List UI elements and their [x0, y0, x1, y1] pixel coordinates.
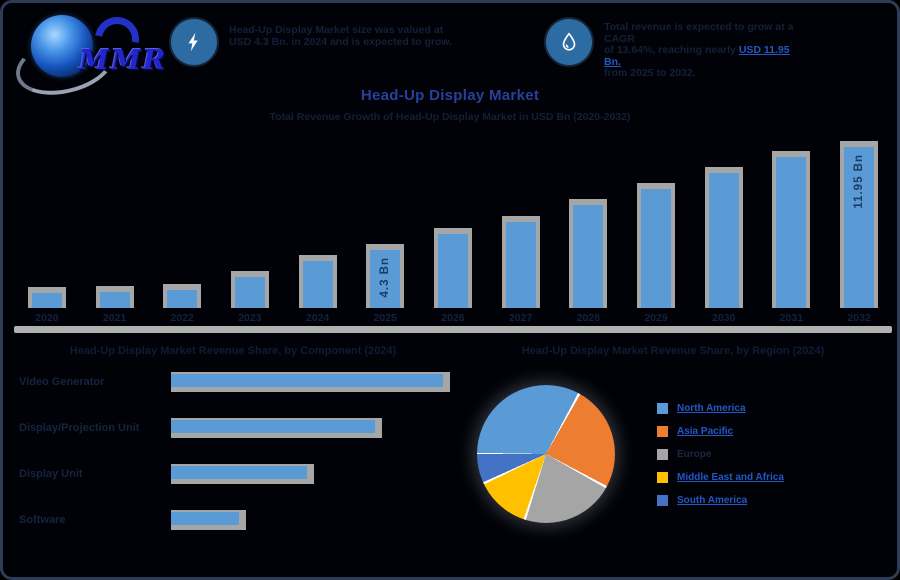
bar-2028 — [573, 205, 604, 308]
stat2-line2: of 13.64%, reaching nearly USD 11.95 Bn. — [604, 44, 790, 68]
legend-item: Europe — [657, 449, 784, 460]
droplet-icon — [546, 19, 592, 65]
bar-column: 2024 — [284, 133, 352, 329]
revenue-target-link[interactable]: USD 11.95 Bn. — [604, 44, 790, 68]
x-axis-line — [14, 326, 892, 333]
bar-value-label: 4.3 Bn — [379, 257, 392, 298]
bar-column: 2023 — [216, 133, 284, 329]
year-label: 2027 — [508, 312, 533, 324]
bar-column: 2020 — [13, 133, 81, 329]
year-label: 2020 — [35, 312, 59, 324]
bar-2032: 11.95 Bn — [844, 147, 875, 308]
globe-icon — [31, 15, 93, 77]
year-label: 2022 — [170, 312, 194, 324]
legend-item: Asia Pacific — [657, 426, 784, 437]
bar-column: 2022 — [148, 133, 216, 329]
stat2-line1: Total revenue is expected to grow at a C… — [604, 21, 794, 45]
bar-2030 — [708, 173, 739, 308]
bar-column: 2026 — [419, 133, 487, 329]
year-label: 2029 — [644, 312, 668, 324]
bar-2020 — [31, 293, 62, 308]
bar-column: 2029 — [622, 133, 690, 329]
stat1-line1: Head-Up Display Market size was valued a… — [229, 24, 444, 36]
bar-column: 2030 — [690, 133, 758, 329]
pie-legend: North America Asia Pacific Europe Middle Ea… — [657, 403, 784, 518]
hbar — [171, 419, 375, 433]
hbar-label: Display/Projection Unit — [19, 421, 140, 434]
legend-swatch — [657, 426, 668, 437]
bar-column: 2027 — [487, 133, 555, 329]
revenue-bar-chart: 2020 2021 2022 2023 2024 4.3 Bn 2025 2026 2027 20… — [13, 133, 893, 329]
region-pie-chart — [477, 385, 615, 523]
year-label: 2025 — [373, 312, 397, 324]
stat-market-size-text: Head-Up Display Market size was valued a… — [229, 19, 452, 48]
bar-2022 — [167, 290, 198, 308]
bar-column: 4.3 Bn 2025 — [351, 133, 419, 329]
bar-column: 2021 — [81, 133, 149, 329]
hbar — [171, 373, 443, 387]
year-label: 2031 — [779, 312, 804, 324]
bar-column: 2031 — [758, 133, 826, 329]
bar-value-label: 11.95 Bn — [853, 154, 866, 209]
stat1-line2: USD 4.3 Bn. in 2024 and is expected to g… — [229, 35, 453, 48]
year-label: 2021 — [102, 312, 127, 324]
bar-2025: 4.3 Bn — [370, 250, 401, 308]
legend-swatch — [657, 472, 668, 483]
hbar — [171, 465, 307, 479]
hbar — [171, 511, 239, 525]
component-panel-title: Head-Up Display Market Revenue Share, by… — [69, 345, 397, 357]
year-label: 2030 — [712, 312, 736, 324]
chart-subtitle: Total Revenue Growth of Head-Up Display … — [269, 111, 631, 123]
lightning-icon — [171, 19, 217, 65]
bar-2029 — [641, 189, 672, 308]
stat-growth-text: Total revenue is expected to grow at a C… — [604, 19, 796, 80]
component-bar-chart: Video Generator Display/Projection Unit Di… — [19, 371, 459, 555]
hbar-row: Software — [19, 509, 459, 530]
bar-2023 — [234, 277, 265, 308]
stat-growth: Total revenue is expected to grow at a C… — [546, 19, 796, 80]
bar-2021 — [99, 292, 130, 308]
year-label: 2026 — [441, 312, 465, 324]
year-label: 2032 — [847, 312, 871, 324]
legend-swatch — [657, 403, 668, 414]
legend-label[interactable]: South America — [677, 495, 748, 506]
hbar-row: Display Unit — [19, 463, 459, 484]
bar-2027 — [505, 222, 536, 308]
bar-2026 — [437, 234, 468, 308]
bar-2031 — [776, 157, 807, 308]
logo-text: MMR — [79, 45, 168, 76]
bar-2024 — [302, 261, 333, 308]
stat-market-size: Head-Up Display Market size was valued a… — [171, 19, 521, 65]
legend-item: South America — [657, 495, 784, 506]
legend-swatch — [657, 449, 668, 460]
hbar-label: Display Unit — [19, 467, 83, 480]
legend-label[interactable]: North America — [677, 403, 746, 414]
bar-column: 2028 — [555, 133, 623, 329]
legend-item: North America — [657, 403, 784, 414]
region-panel-title: Head-Up Display Market Revenue Share, by… — [521, 345, 825, 357]
stat2-line3: from 2025 to 2032. — [604, 67, 696, 79]
year-label: 2023 — [238, 312, 262, 324]
hbar-label: Software — [19, 513, 66, 526]
legend-label: Europe — [677, 449, 712, 460]
bar-column: 11.95 Bn 2032 — [825, 133, 893, 329]
mmr-logo: MMR — [9, 8, 171, 105]
year-label: 2028 — [576, 312, 601, 324]
year-label: 2024 — [305, 312, 330, 324]
hbar-row: Video Generator — [19, 371, 459, 392]
hbar-row: Display/Projection Unit — [19, 417, 459, 438]
legend-label[interactable]: Middle East and Africa — [677, 472, 784, 483]
chart-title: Head-Up Display Market — [360, 87, 540, 104]
legend-swatch — [657, 495, 668, 506]
legend-item: Middle East and Africa — [657, 472, 784, 483]
legend-label[interactable]: Asia Pacific — [677, 426, 734, 437]
hbar-label: Video Generator — [19, 375, 105, 388]
